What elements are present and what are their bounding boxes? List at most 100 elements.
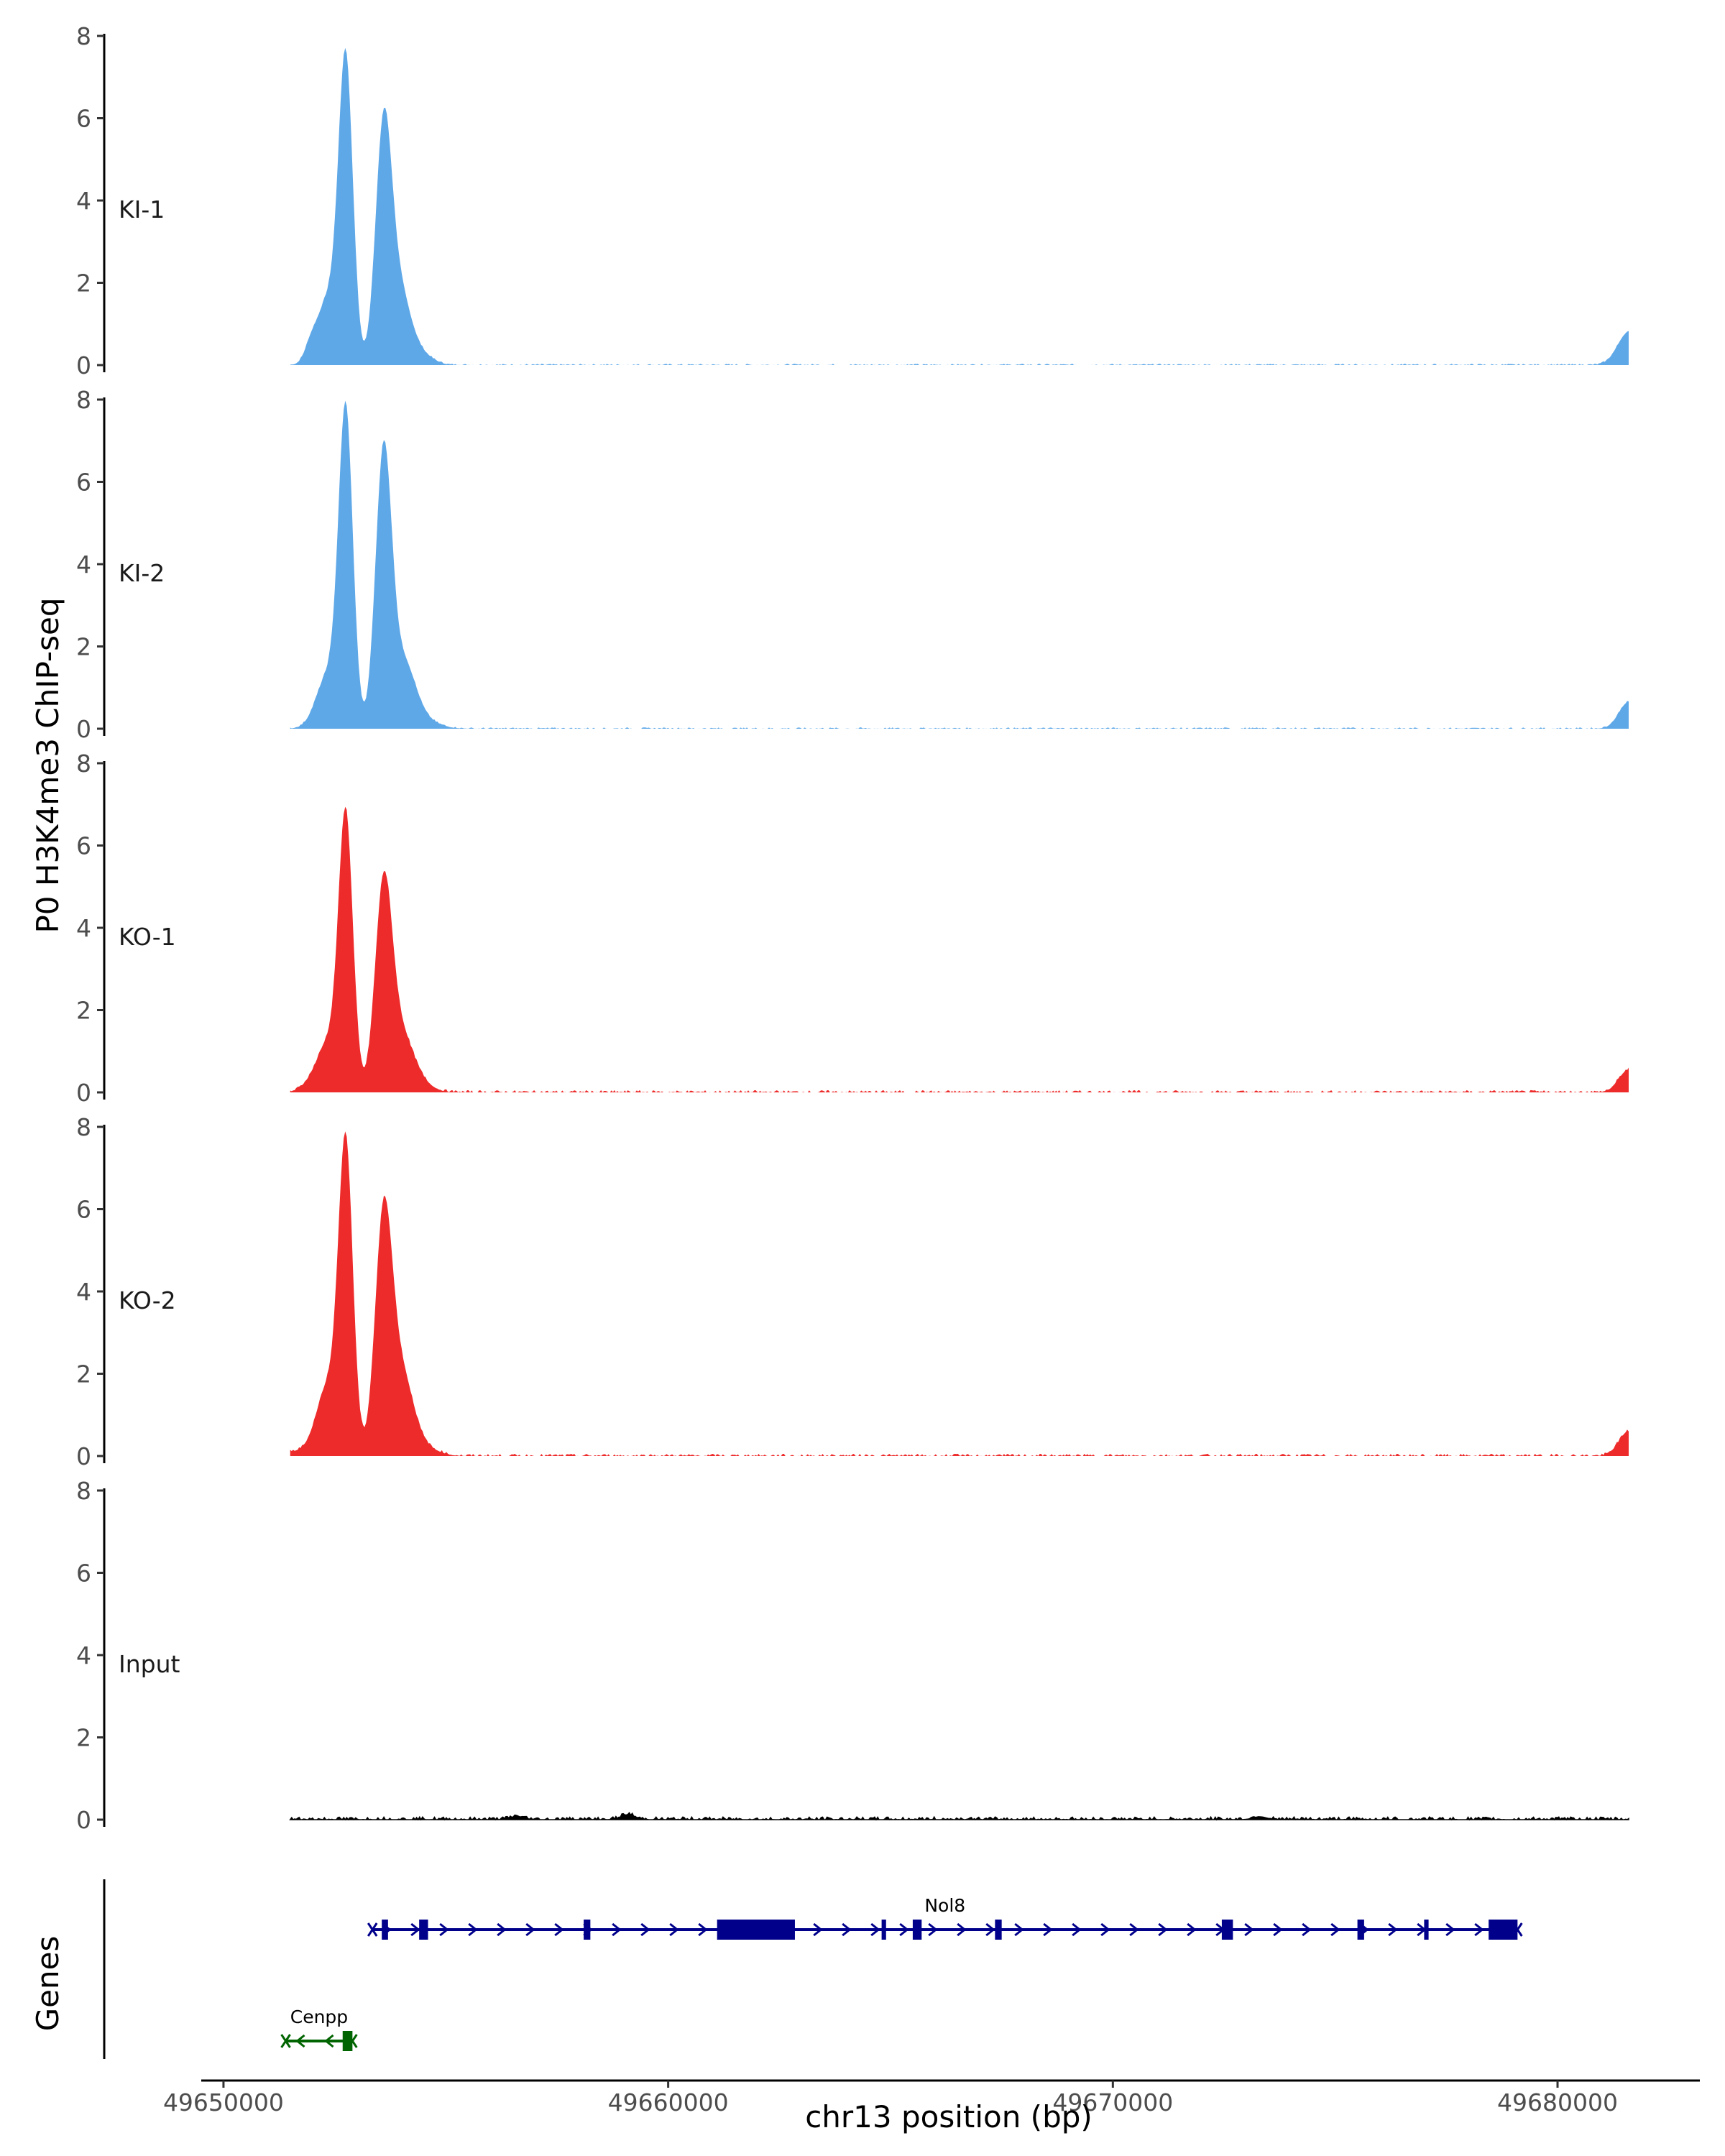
- y-tick-label: 8: [76, 1113, 91, 1141]
- coverage-tracks: 0 2 4 6 8 KI-1 0 2 4 6 8 KI-2 0 2 4 6 8 KO-1 0 2 4 6 8 KO-2 0 2 4 6…: [76, 22, 1629, 1834]
- y-tick-label: 8: [76, 22, 91, 50]
- track-label: Input: [119, 1650, 180, 1678]
- y-tick-label: 4: [76, 550, 91, 579]
- coverage-area: [290, 400, 1629, 729]
- track-ko-1: 0 2 4 6 8 KO-1: [76, 750, 1629, 1107]
- strand-arrow: [1244, 1922, 1254, 1937]
- x-axis: 49650000 49660000 49670000 49680000: [163, 2079, 1700, 2116]
- genes-panel-title: Genes: [30, 1936, 65, 2032]
- y-tick-label: 4: [76, 1278, 91, 1306]
- y-tick-label: 4: [76, 914, 91, 942]
- strand-arrow: [957, 1922, 967, 1937]
- y-tick-label: 6: [76, 1560, 91, 1588]
- exon: [342, 2031, 353, 2051]
- track-label: KO-1: [119, 923, 176, 951]
- gene-name-label: Nol8: [924, 1895, 965, 1916]
- strand-arrow: [640, 1922, 650, 1937]
- strand-arrow: [1388, 1922, 1398, 1937]
- track-ki-1: 0 2 4 6 8 KI-1: [76, 22, 1629, 379]
- coverage-area: [290, 1131, 1629, 1456]
- y-tick-label: 2: [76, 997, 91, 1025]
- strand-arrow: [1273, 1922, 1283, 1937]
- y-tick-label: 6: [76, 832, 91, 860]
- track-input: 0 2 4 6 8 Input: [76, 1477, 1629, 1834]
- y-tick-label: 0: [76, 715, 91, 743]
- gene-annotation-panel: Nol8 Cenpp: [103, 1879, 1523, 2059]
- strand-arrow: [410, 1922, 420, 1937]
- y-tick-label: 4: [76, 1641, 91, 1669]
- x-tick-label: 49650000: [163, 2088, 284, 2116]
- strand-arrow: [295, 2034, 305, 2048]
- y-tick-label: 2: [76, 270, 91, 298]
- x-axis-title: chr13 position (bp): [805, 2099, 1092, 2134]
- gene-end-cap: [367, 1922, 378, 1937]
- y-tick-label: 2: [76, 1724, 91, 1752]
- gene-end-cap: [280, 2034, 291, 2048]
- exon: [584, 1920, 591, 1940]
- strand-arrow: [899, 1922, 909, 1937]
- strand-arrow: [1330, 1922, 1340, 1937]
- strand-arrow: [928, 1922, 938, 1937]
- y-tick-label: 6: [76, 105, 91, 133]
- x-tick-label: 49670000: [1052, 2088, 1173, 2116]
- exon: [995, 1920, 1002, 1940]
- exon: [1424, 1920, 1429, 1940]
- track-label: KI-2: [119, 559, 165, 587]
- exon: [1221, 1920, 1233, 1940]
- strand-arrow: [612, 1922, 622, 1937]
- gene-name-label: Cenpp: [290, 2007, 348, 2027]
- y-tick-label: 8: [76, 386, 91, 414]
- coverage-area: [290, 47, 1629, 365]
- y-axis-title: P0 H3K4me3 ChIP-seq: [30, 597, 65, 933]
- y-tick-label: 6: [76, 469, 91, 497]
- coverage-area: [289, 1812, 1629, 1821]
- strand-arrow: [813, 1922, 823, 1937]
- y-tick-label: 0: [76, 1079, 91, 1107]
- track-label: KI-1: [119, 195, 165, 224]
- strand-arrow: [1129, 1922, 1139, 1937]
- strand-arrow: [439, 1922, 449, 1937]
- strand-arrow: [1187, 1922, 1197, 1937]
- y-tick-label: 8: [76, 750, 91, 778]
- gene-cenpp: Cenpp: [280, 2007, 358, 2051]
- exon: [912, 1920, 922, 1940]
- strand-arrow: [1014, 1922, 1024, 1937]
- strand-arrow: [497, 1922, 507, 1937]
- x-tick-label: 49680000: [1497, 2088, 1618, 2116]
- strand-arrow: [554, 1922, 564, 1937]
- y-tick-label: 4: [76, 187, 91, 215]
- strand-arrow: [525, 1922, 535, 1937]
- x-tick-label: 49660000: [608, 2088, 729, 2116]
- exon: [1489, 1920, 1518, 1940]
- strand-arrow: [1158, 1922, 1168, 1937]
- strand-arrow: [1474, 1922, 1484, 1937]
- strand-arrow: [1302, 1922, 1312, 1937]
- strand-arrow: [1445, 1922, 1455, 1937]
- strand-arrow: [1100, 1922, 1110, 1937]
- strand-arrow: [842, 1922, 852, 1937]
- gene-nol8: Nol8: [367, 1895, 1523, 1940]
- strand-arrow: [870, 1922, 880, 1937]
- strand-arrow: [985, 1922, 995, 1937]
- strand-arrow: [1072, 1922, 1082, 1937]
- exon: [881, 1920, 886, 1940]
- track-ko-2: 0 2 4 6 8 KO-2: [76, 1113, 1629, 1470]
- strand-arrow: [698, 1922, 708, 1937]
- y-tick-label: 6: [76, 1196, 91, 1224]
- exon: [382, 1920, 388, 1940]
- y-tick-label: 0: [76, 351, 91, 379]
- y-tick-label: 0: [76, 1806, 91, 1834]
- track-ki-2: 0 2 4 6 8 KI-2: [76, 386, 1629, 743]
- strand-arrow: [669, 1922, 679, 1937]
- strand-arrow: [468, 1922, 478, 1937]
- exon: [419, 1920, 428, 1940]
- y-tick-label: 8: [76, 1477, 91, 1505]
- y-tick-label: 2: [76, 633, 91, 661]
- strand-arrow: [1043, 1922, 1053, 1937]
- track-label: KO-2: [119, 1286, 176, 1314]
- coverage-area: [290, 806, 1629, 1092]
- y-tick-label: 2: [76, 1360, 91, 1388]
- exon: [717, 1920, 795, 1940]
- y-tick-label: 0: [76, 1442, 91, 1470]
